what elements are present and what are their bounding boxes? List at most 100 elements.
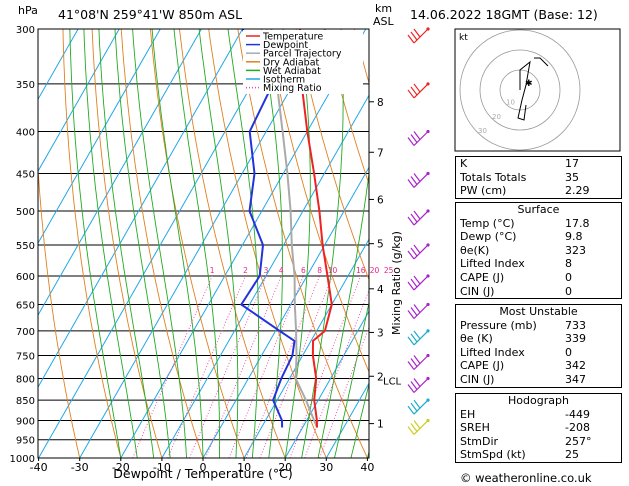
surface-dewp: Dewp (°C) 9.8: [460, 230, 583, 244]
dry-adiabat: [62, 29, 122, 458]
hodo-sreh: SREH -208: [460, 421, 590, 435]
dry-adiabat: [179, 29, 286, 458]
wet-adiabat: [114, 29, 171, 458]
mu-pressure: Pressure (mb) 733: [460, 318, 586, 332]
most-unstable-table: Most Unstable Pressure (mb) 733 θe (K) 339…: [455, 304, 622, 388]
dewpoint-line: [240, 29, 296, 428]
x-axis-label: Dewpoint / Temperature (°C): [113, 466, 292, 481]
dry-adiabat: [38, 161, 81, 458]
most-unstable-title: Most Unstable: [499, 305, 578, 318]
wet-adiabat: [69, 29, 122, 458]
wet-adiabat: [98, 29, 155, 458]
temperature-line: [299, 29, 333, 428]
x-tick-label: 0: [200, 461, 207, 474]
dry-adiabat: [324, 29, 369, 186]
mixing-ratio-line: [132, 275, 213, 458]
x-tick-label: -30: [71, 461, 89, 474]
pressure-tick-label: 750: [16, 351, 35, 362]
dry-adiabat: [237, 29, 368, 458]
wind-barb-350: [407, 82, 430, 99]
isotherm: [38, 29, 161, 245]
axes: 3003504004505005506006507007508008509009…: [10, 25, 402, 474]
hodograph-ring: [459, 29, 581, 151]
mu-cape: CAPE (J) 342: [460, 359, 586, 373]
mixing-ratio-label: 10: [328, 266, 338, 275]
pressure-tick-label: 450: [16, 169, 35, 180]
surface-thetae: θe(K) 323: [460, 243, 586, 257]
km-tick-label: 6: [377, 194, 384, 206]
wind-barb-900: [407, 418, 430, 435]
wind-barb-700: [407, 329, 430, 346]
isotherm: [38, 29, 243, 389]
parcel-trajectory-line: [270, 29, 318, 428]
hodograph: kt 10 20 30 ✱: [454, 28, 621, 152]
index-k: K 17: [460, 157, 579, 170]
hodograph-storm-motion: [534, 57, 549, 67]
mu-cin: CIN (J) 347: [460, 372, 586, 386]
wind-barb-650: [407, 302, 430, 319]
legend-label: Isotherm: [263, 75, 305, 86]
wet-adiabat: [317, 170, 369, 458]
mixing-ratio-label: 16: [356, 266, 366, 275]
wind-barb-450: [407, 171, 430, 188]
pressure-tick-label: 700: [16, 327, 35, 338]
pressure-tick-label: 1000: [10, 454, 35, 465]
isotherm: [38, 29, 120, 173]
km-tick-label: 5: [377, 239, 384, 251]
x-tick-label: -10: [153, 461, 171, 474]
x-tick-label: 10: [237, 461, 251, 474]
hodo-eh: EH -449: [460, 407, 590, 421]
km-tick-label: 1: [377, 419, 384, 431]
surface-temp: Temp (°C) 17.8: [460, 216, 590, 230]
dry-adiabat: [120, 29, 204, 458]
mu-li: Lifted Index 0: [460, 345, 572, 359]
isotherm: [325, 382, 369, 458]
legend-label: Parcel Trajectory: [263, 49, 342, 60]
pressure-tick-label: 650: [16, 301, 35, 312]
indices-table: K 17 Totals Totals 35 PW (cm) 2.29: [455, 156, 622, 199]
wet-adiabat: [151, 29, 204, 458]
pressure-tick-label: 550: [16, 241, 35, 252]
mixing-ratio-label: 3: [264, 266, 269, 275]
wind-barbs: [407, 27, 430, 435]
wet-adiabat: [198, 29, 239, 458]
wet-adiabat: [132, 29, 188, 458]
hpa-label: hPa: [18, 4, 38, 17]
pressure-tick-label: 400: [16, 128, 35, 139]
wind-barb-300: [407, 27, 430, 44]
hodograph-trace: [517, 60, 531, 121]
dry-adiabat: [266, 29, 369, 373]
wet-adiabat: [301, 29, 344, 458]
legend-label: Mixing Ratio: [263, 83, 322, 94]
surface-title: Surface: [517, 203, 560, 216]
isotherm: [202, 166, 369, 458]
pressure-tick-label: 600: [16, 272, 35, 283]
profiles: [240, 29, 333, 428]
pressure-tick-label: 950: [16, 436, 35, 447]
hodo-stmspd: StmSpd (kt) 25: [460, 448, 579, 462]
surface-cape: CAPE (J) 0: [460, 270, 572, 284]
pressure-tick-label: 850: [16, 396, 35, 407]
hodo-stmdir: StmDir 257°: [460, 434, 592, 448]
km-tick-label: 8: [377, 97, 384, 109]
mixing-ratio-line: [205, 275, 282, 458]
wet-adiabat: [261, 29, 283, 458]
isotherm: [38, 29, 285, 458]
pressure-tick-label: 300: [16, 25, 35, 36]
x-tick-label: 40: [360, 461, 374, 474]
surface-li: Lifted Index 8: [460, 257, 572, 271]
mixing-ratio-line: [228, 275, 304, 458]
mixing-ratio-line: [245, 275, 321, 458]
index-pw: PW (cm) 2.29: [460, 184, 590, 198]
dry-adiabat: [91, 29, 163, 458]
asl-label: ASL: [373, 15, 395, 28]
hodograph-ring-label: 20: [492, 113, 501, 121]
mixing-ratio-label: 2: [243, 266, 248, 275]
km-tick-label: 3: [377, 327, 384, 339]
wind-barb-600: [407, 274, 430, 291]
pressure-tick-label: 800: [16, 374, 35, 385]
hodograph-title: Hodograph: [508, 394, 569, 407]
station-info: 41°08'N 259°41'W 850m ASL: [58, 7, 242, 22]
lcl-label: LCL: [383, 376, 402, 387]
